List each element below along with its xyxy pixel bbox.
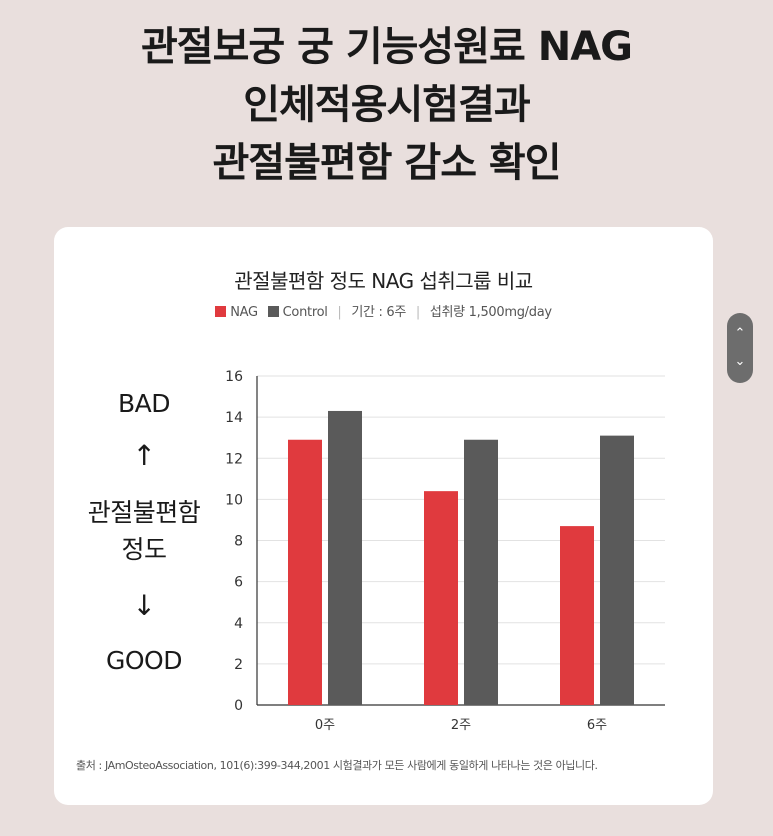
y-tick-label: 8 (234, 534, 243, 550)
bar-control (600, 435, 634, 705)
metric-label-line-2: 정도 (121, 535, 167, 564)
headline-line-2: 인체적용시험결과 (243, 82, 530, 128)
headline-line-3: 관절불편함 감소 확인 (212, 140, 561, 186)
bar-nag (560, 526, 594, 705)
legend-label-control: Control (282, 305, 328, 320)
x-tick-label: 2주 (451, 718, 471, 733)
good-label: GOOD (106, 646, 182, 675)
chevron-up-icon[interactable]: ⌃ (734, 326, 746, 341)
y-tick-label: 0 (234, 698, 243, 714)
metric-label-line-1: 관절불편함 (87, 498, 201, 527)
x-tick-label: 0주 (315, 718, 335, 733)
source-footnote: 출처 : JAmOsteoAssociation, 101(6):399-344… (76, 759, 598, 772)
y-tick-label: 4 (234, 616, 243, 632)
headline-line-1: 관절보궁 궁 기능성원료 NAG (140, 24, 633, 70)
y-tick-label: 12 (225, 451, 243, 467)
legend-period: 기간 : 6주 (351, 305, 407, 320)
legend-dose: 섭취량 1,500mg/day (429, 305, 552, 320)
y-tick-label: 6 (234, 575, 243, 591)
legend-separator: | (337, 305, 342, 320)
y-tick-label: 14 (225, 410, 243, 426)
bar-chart: 0 2 4 6 8 10 12 14 16 0주 2주 6주 (225, 369, 665, 733)
x-tick-label: 6주 (587, 718, 607, 733)
up-arrow-icon: ↑ (132, 439, 156, 472)
y-tick-label: 16 (225, 369, 243, 385)
chart-legend: NAG Control | 기간 : 6주 | 섭취량 1,500mg/day (54, 301, 713, 320)
chart-card: 관절불편함 정도 NAG 섭취그룹 비교 NAG Control | 기간 : … (54, 227, 713, 805)
bar-control (328, 410, 362, 705)
bar-nag (424, 491, 458, 705)
legend-swatch-nag (215, 306, 227, 317)
bar-control (464, 439, 498, 705)
y-tick-label: 10 (225, 492, 243, 508)
headline: 관절보궁 궁 기능성원료 NAG 인체적용시험결과 관절불편함 감소 확인 (0, 18, 773, 192)
y-tick-label: 2 (234, 657, 243, 673)
chevron-down-icon[interactable]: ⌄ (734, 354, 746, 369)
legend-label-nag: NAG (230, 305, 258, 320)
legend-swatch-control (267, 306, 279, 317)
scroll-control[interactable]: ⌃ ⌄ (727, 313, 753, 383)
bar-nag (288, 439, 322, 705)
bad-label: BAD (117, 389, 171, 418)
down-arrow-icon: ↓ (132, 589, 156, 622)
chart-title: 관절불편함 정도 NAG 섭취그룹 비교 (234, 269, 533, 293)
legend-separator: | (415, 305, 420, 320)
